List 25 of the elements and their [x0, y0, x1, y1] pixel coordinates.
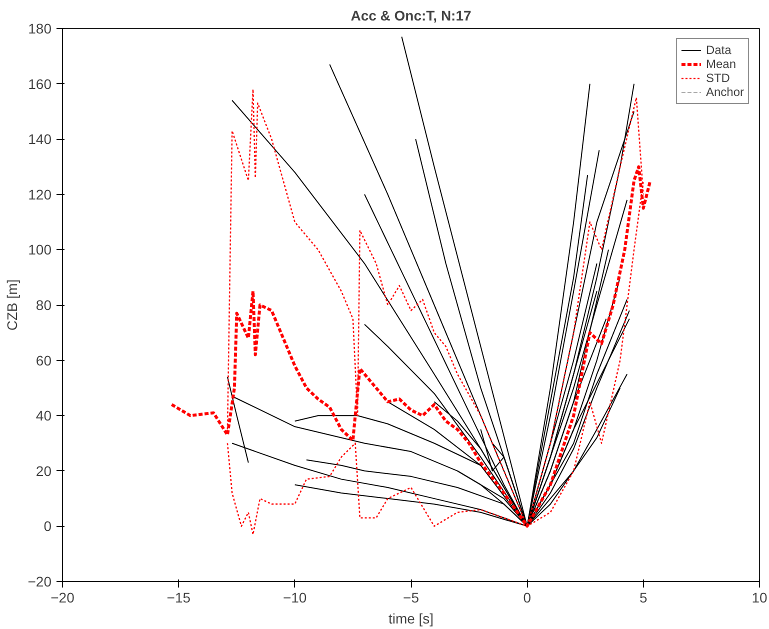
- y-tick-label: 40: [36, 408, 52, 424]
- chart-title: Acc & Onc:T, N:17: [350, 8, 472, 24]
- y-tick-label: −20: [28, 574, 52, 590]
- x-tick-label: −15: [166, 590, 191, 606]
- legend-label: Mean: [706, 57, 736, 71]
- x-tick-label: −20: [50, 590, 75, 606]
- x-tick-label: 10: [752, 590, 768, 606]
- legend-label: Anchor: [706, 85, 744, 99]
- x-tick-label: 5: [639, 590, 648, 606]
- y-axis-title: CZB [m]: [4, 279, 20, 331]
- y-tick-label: 0: [44, 518, 52, 534]
- y-tick-label: 80: [36, 297, 52, 313]
- x-axis-title: time [s]: [388, 610, 434, 626]
- x-tick-label: 0: [523, 590, 532, 606]
- y-tick-label: 100: [28, 242, 52, 258]
- x-tick-label: −10: [282, 590, 307, 606]
- legend-label: STD: [706, 71, 730, 85]
- y-tick-label: 120: [28, 186, 52, 202]
- y-tick-label: 20: [36, 462, 52, 479]
- x-tick-label: −5: [403, 590, 420, 606]
- y-tick-label: 140: [28, 131, 52, 148]
- y-tick-label: 60: [36, 352, 52, 368]
- y-tick-label: 160: [28, 76, 52, 92]
- y-tick-label: 180: [28, 20, 52, 36]
- legend-label: Data: [706, 43, 732, 57]
